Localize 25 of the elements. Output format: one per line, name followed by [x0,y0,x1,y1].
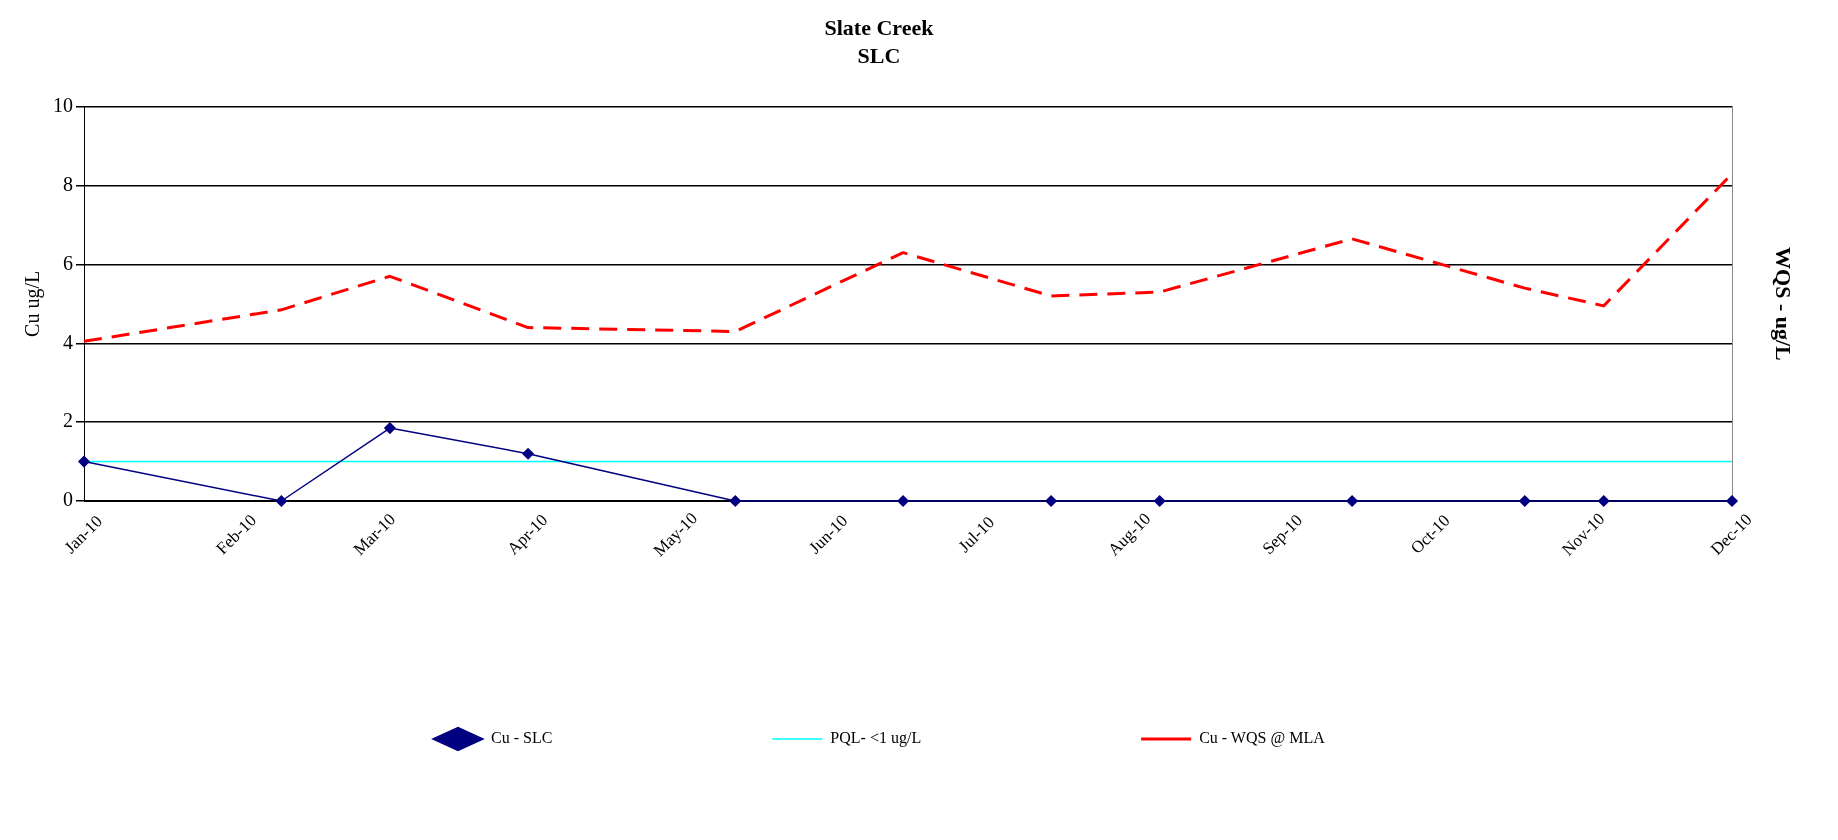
y-tick-label: 8 [63,172,73,195]
point [1519,495,1531,507]
y-tick-label: 10 [53,94,73,117]
legend-label: Cu - SLC [491,729,553,747]
y-tick-label: 4 [63,330,73,353]
point [275,495,288,507]
point [1726,495,1738,507]
point [1045,495,1057,507]
point [1153,495,1166,507]
point [78,455,90,468]
y-axis-title: Cu ug/L [21,270,45,337]
y2-axis-title: WQS - ug/L [1771,247,1797,361]
point [897,495,909,507]
legend-label: Cu - WQS @ MLA [1199,729,1326,748]
legend-label: PQL- <1 ug/L [830,729,922,748]
point [1346,495,1358,507]
point [1597,495,1610,507]
point [729,495,742,507]
y-tick-label: 0 [63,488,73,511]
point [522,447,534,460]
point [384,422,396,434]
chart-subtitle: SLC [857,43,901,69]
y-tick-label: 2 [63,409,73,432]
y-tick-label: 6 [63,251,73,274]
chart-title: Slate Creek [824,14,935,40]
